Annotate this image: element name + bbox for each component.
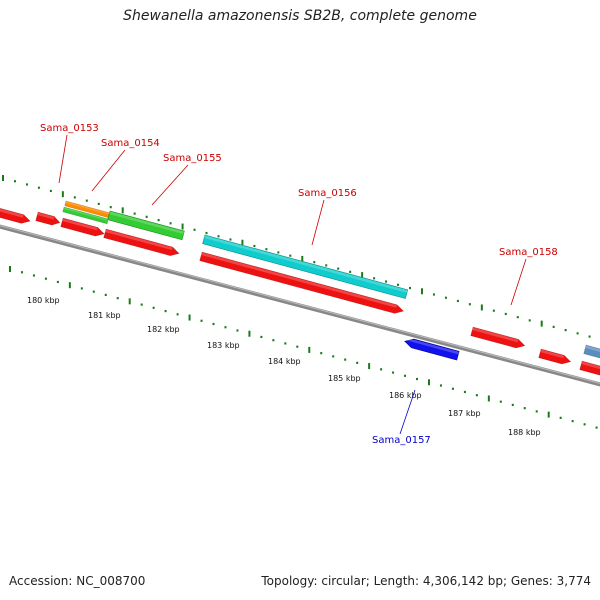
blue-feature-sama-0157: [404, 338, 460, 361]
scale-label: 187 kbp: [448, 409, 481, 418]
scale-labels: 180 kbp 181 kbp 182 kbp 183 kbp 184 kbp 185 k…: [27, 296, 541, 437]
gene-label[interactable]: Sama_0156: [298, 188, 357, 199]
blue-feature-sama-0157-highlight: [405, 337, 459, 355]
gene-label[interactable]: Sama_0158: [499, 247, 558, 258]
gene-label[interactable]: Sama_0153: [40, 123, 99, 134]
scale-label: 180 kbp: [27, 296, 60, 305]
gene-label-leader: [91, 149, 126, 192]
scale-label: 184 kbp: [268, 357, 301, 366]
cds-arrow-1-highlight: [0, 208, 24, 218]
backbone-line: [0, 224, 600, 387]
cds-arrow-6: [538, 348, 572, 365]
scale-label: 185 kbp: [328, 374, 361, 383]
cds-arrow-sama-0155-highlight: [105, 229, 173, 251]
green-feature-sama-0154-highlight: [63, 207, 109, 221]
green-feature-sama-0155: [107, 210, 185, 241]
cds-arrow-sama-0154-highlight: [62, 218, 98, 231]
genome-summary-text: Topology: circular; Length: 4,306,142 bp…: [261, 574, 591, 588]
scale-label: 182 kbp: [147, 325, 180, 334]
scale-label: 181 kbp: [88, 311, 121, 320]
gene-label-leader: [151, 164, 189, 206]
cds-arrow-sama-0158: [470, 326, 526, 349]
outer-tick-track: [2, 175, 591, 338]
gene-label-leader: [58, 134, 68, 184]
inner-tick-track: [9, 266, 598, 429]
scale-label: 188 kbp: [508, 428, 541, 437]
cds-arrow-2-highlight: [37, 212, 55, 220]
cds-arrow-sama-0155: [103, 228, 180, 257]
cds-arrow-sama-0156-highlight: [201, 252, 397, 308]
cds-arrow-6-highlight: [540, 349, 565, 359]
steel-feature-highlight: [585, 345, 600, 353]
cds-arrow-sama-0156: [199, 251, 405, 314]
steel-feature: [583, 344, 600, 359]
gene-label[interactable]: Sama_0155: [163, 153, 222, 164]
gene-label-leader: [311, 199, 325, 246]
accession-text: Accession: NC_008700: [9, 574, 146, 588]
gene-label-leader: [510, 258, 527, 306]
scale-label: 186 kbp: [389, 391, 422, 400]
cds-arrow-sama-0158-highlight: [472, 327, 519, 343]
map-title: Shewanella amazonensis SB2B, complete ge…: [123, 8, 477, 24]
cds-arrow-1: [0, 207, 31, 224]
gene-label-leader: [399, 389, 416, 435]
green-feature-sama-0155-highlight: [109, 211, 185, 235]
green-feature-sama-0154: [62, 206, 109, 225]
orange-feature-sama-0154-highlight: [65, 201, 110, 215]
cyan-feature-sama-0156: [202, 234, 409, 299]
gene-label[interactable]: Sama_0157: [372, 435, 431, 446]
gene-features: [0, 200, 600, 376]
gene-label[interactable]: Sama_0154: [101, 138, 160, 149]
scale-label: 183 kbp: [207, 341, 240, 350]
cds-arrow-2: [35, 211, 61, 226]
cds-arrow-sama-0154: [60, 217, 105, 237]
cyan-feature-sama-0156-highlight: [204, 235, 408, 293]
genome-backbone: [0, 224, 600, 387]
cds-arrow-7-highlight: [581, 361, 600, 370]
